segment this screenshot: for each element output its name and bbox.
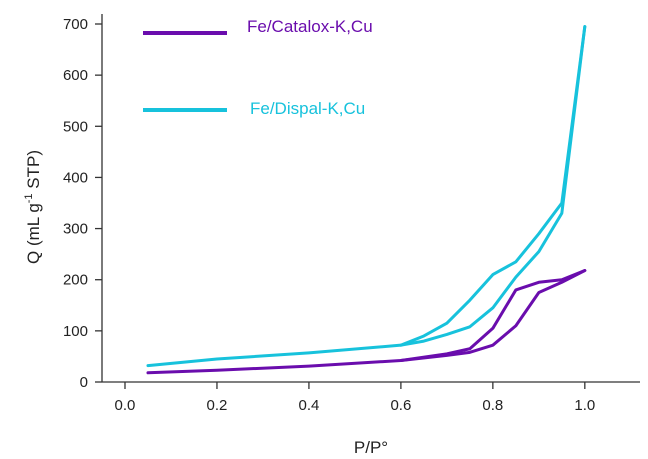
y-axis-title-superscript: -1 (23, 193, 35, 203)
y-tick-label: 100 (63, 323, 88, 340)
legend-label-catalox: Fe/Catalox-K,Cu (247, 17, 373, 36)
x-ticks: 0.0 0.2 0.4 0.6 0.8 1.0 (115, 382, 595, 414)
plot-area: 0.0 0.2 0.4 0.6 0.8 1.0 0 100 200 300 400 500 600 70… (63, 14, 640, 414)
y-axis-title-main: Q (mL g (24, 203, 43, 264)
y-ticks: 0 100 200 300 400 500 600 700 (63, 16, 102, 391)
y-tick-label: 200 (63, 272, 88, 289)
x-tick-label: 0.8 (482, 397, 503, 414)
series-line-dispal-desorption (399, 25, 587, 347)
y-axis-title: Q (mL g-1 STP) (23, 150, 43, 264)
y-tick-label: 300 (63, 221, 88, 238)
x-tick-label: 0.4 (298, 397, 319, 414)
y-tick-label: 500 (63, 118, 88, 135)
series-line-catalox-desorption (399, 269, 587, 363)
y-axis-title-rest: STP) (24, 150, 43, 193)
x-axis-title: P/P° (354, 438, 388, 457)
x-tick-label: 1.0 (574, 397, 595, 414)
legend-label-dispal: Fe/Dispal-K,Cu (250, 99, 365, 118)
x-tick-label: 0.2 (207, 397, 228, 414)
y-tick-label: 0 (80, 374, 88, 391)
x-tick-label: 0.6 (390, 397, 411, 414)
legend: Fe/Catalox-K,Cu Fe/Dispal-K,Cu (143, 17, 373, 118)
y-tick-label: 400 (63, 169, 88, 186)
series-lines (146, 25, 587, 375)
y-tick-label: 600 (63, 67, 88, 84)
y-tick-label: 700 (63, 16, 88, 33)
x-tick-label: 0.0 (115, 397, 136, 414)
series-line-dispal-adsorption (146, 25, 587, 368)
series-line-catalox-adsorption (146, 269, 587, 375)
